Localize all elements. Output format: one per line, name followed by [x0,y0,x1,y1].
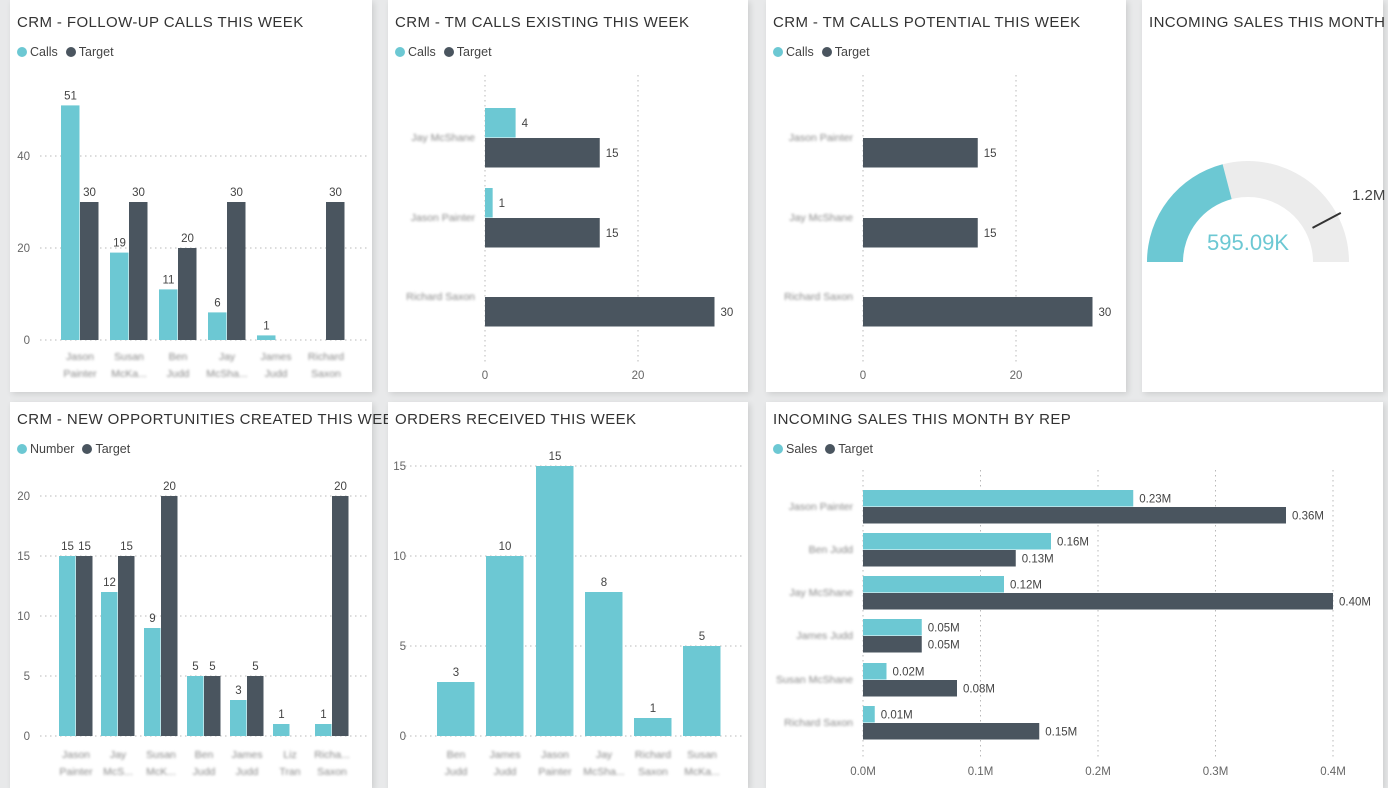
chart-title: CRM - TM CALLS POTENTIAL THIS WEEK [773,14,1081,31]
legend: Sales Target [773,442,873,456]
chart-title: ORDERS RECEIVED THIS WEEK [395,411,637,428]
legend-label: Target [456,45,492,59]
panel-new-opportunities: CRM - NEW OPPORTUNITIES CREATED THIS WEE… [10,402,403,788]
chart-title: CRM - NEW OPPORTUNITIES CREATED THIS WEE… [17,411,404,428]
legend-label: Calls [30,45,58,59]
legend-item-sales[interactable]: Sales [773,442,817,456]
legend-dot-icon [17,47,27,57]
legend: Calls Target [17,45,114,59]
legend-dot-icon [821,47,832,57]
legend-item-target[interactable]: Target [65,45,114,59]
legend-item-target[interactable]: Target [443,45,492,59]
legend-item-calls[interactable]: Calls [17,45,58,59]
legend-dot-icon [773,444,783,454]
legend-item-calls[interactable]: Calls [773,45,814,59]
legend-item-target[interactable]: Target [821,45,870,59]
legend-dot-icon [65,47,76,57]
legend-item-target[interactable]: Target [825,442,873,456]
legend: Number Target [17,442,130,456]
legend-item-number[interactable]: Number [17,442,74,456]
legend-label: Number [30,442,75,456]
legend-dot-icon [82,444,93,454]
legend-dot-icon [773,47,783,57]
legend-label: Calls [408,45,436,59]
legend-label: Sales [786,442,818,456]
legend: Calls Target [395,45,492,59]
legend-item-calls[interactable]: Calls [395,45,436,59]
legend: Calls Target [773,45,870,59]
legend-dot-icon [825,444,836,454]
legend-label: Target [838,442,874,456]
panel-tm-calls-existing: CRM - TM CALLS EXISTING THIS WEEK Calls … [388,0,748,392]
legend-label: Target [95,442,131,456]
chart-title: CRM - TM CALLS EXISTING THIS WEEK [395,14,690,31]
chart-title: INCOMING SALES THIS MONTH BY REP [773,411,1072,428]
panel-follow-up-calls: CRM - FOLLOW-UP CALLS THIS WEEK Calls Ta… [10,0,372,392]
legend-item-target[interactable]: Target [82,442,130,456]
legend-dot-icon [17,444,27,454]
panel-incoming-sales-gauge: INCOMING SALES THIS MONTH [1142,0,1386,392]
panel-sales-by-rep: INCOMING SALES THIS MONTH BY REP Sales T… [766,402,1383,788]
legend-label: Target [834,45,870,59]
legend-label: Calls [786,45,814,59]
panel-tm-calls-potential: CRM - TM CALLS POTENTIAL THIS WEEK Calls… [766,0,1126,392]
legend-dot-icon [443,47,454,57]
panel-orders-received: ORDERS RECEIVED THIS WEEK [388,402,748,788]
legend-dot-icon [395,47,405,57]
chart-title: INCOMING SALES THIS MONTH [1149,14,1386,31]
legend-label: Target [78,45,114,59]
chart-title: CRM - FOLLOW-UP CALLS THIS WEEK [17,14,304,31]
